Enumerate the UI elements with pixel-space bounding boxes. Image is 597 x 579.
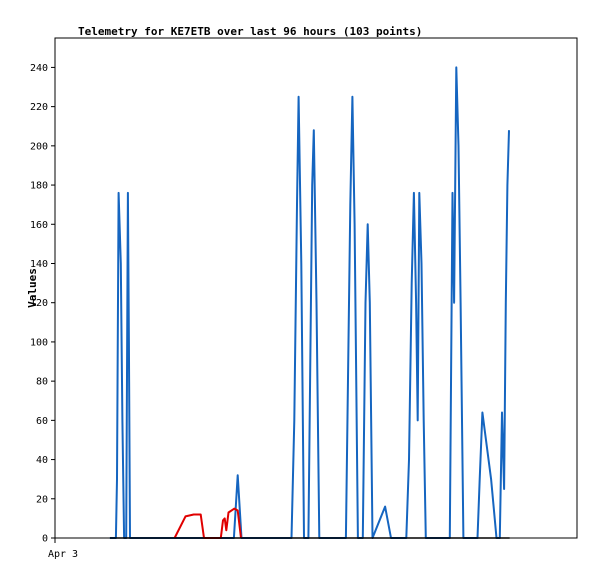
chart-title: Telemetry for KE7ETB over last 96 hours … bbox=[78, 25, 422, 38]
y-tick-label: 220 bbox=[30, 102, 48, 113]
series-group bbox=[109, 66, 510, 539]
y-tick-label: 140 bbox=[30, 259, 48, 270]
y-axis-label: Values bbox=[26, 268, 39, 308]
y-tick-label: 80 bbox=[36, 377, 48, 388]
y-tick-label: 40 bbox=[36, 455, 48, 466]
series-line-1 bbox=[109, 66, 510, 539]
x-axis: Apr 3 bbox=[48, 538, 78, 560]
y-tick-label: 20 bbox=[36, 494, 48, 505]
y-tick-label: 100 bbox=[30, 337, 48, 348]
y-tick-label: 120 bbox=[30, 298, 48, 309]
y-tick-label: 0 bbox=[42, 534, 48, 545]
y-tick-label: 160 bbox=[30, 220, 48, 231]
x-tick-label: Apr 3 bbox=[48, 549, 78, 560]
y-tick-label: 200 bbox=[30, 141, 48, 152]
y-tick-label: 180 bbox=[30, 181, 48, 192]
series-line-2 bbox=[173, 507, 242, 539]
y-axis: 0 20 40 60 80 100 120 140 160 180 200 220 240 bbox=[30, 63, 55, 545]
y-tick-label: 240 bbox=[30, 63, 48, 74]
y-tick-label: 60 bbox=[36, 416, 48, 427]
